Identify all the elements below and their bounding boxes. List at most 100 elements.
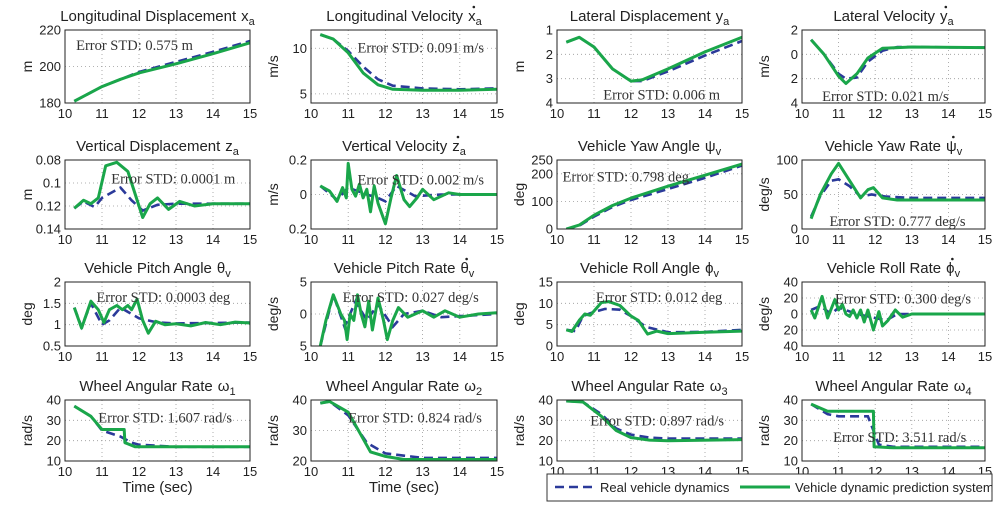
title-subscript: v [716,146,722,158]
axes-frame [801,281,986,347]
x-tick-label: 10 [304,464,318,479]
x-tick-label: 14 [453,232,467,247]
title-text: Vertical Displacement [76,138,221,155]
y-tick-label: 10 [293,41,307,56]
title-symbol: ω [218,378,230,395]
title-symbol: z [225,138,233,155]
x-axis-label: Time (sec) [122,479,192,496]
x-tick-label: 15 [243,464,257,479]
subplot-9: 10 11 12 13 14 15 0.5 1 1.5 2 Error STD: 0.0003 de… [19,260,257,364]
x-tick-label: 13 [415,232,429,247]
derivative-dot [456,135,460,139]
y-tick-label: 4 [791,96,798,111]
x-tick-label: 12 [624,106,638,121]
x-tick-label: 15 [243,232,257,247]
x-tick-label: 10 [304,232,318,247]
y-tick-label: 10 [784,454,798,469]
x-tick-label: 14 [698,349,712,364]
x-tick-label: 15 [490,232,504,247]
x-tick-label: 11 [587,232,601,247]
x-tick-label: 10 [58,106,72,121]
x-tick-label: 15 [490,106,504,121]
series-prediction-system [320,400,497,461]
title-subscript: a [460,146,467,158]
title-subscript: v [469,268,475,280]
series-prediction-system [810,402,985,450]
y-tick-label: 0 [791,47,798,62]
y-tick-label: 0 [546,339,553,354]
x-tick-label: 13 [905,232,919,247]
axes-frame [64,29,251,104]
subplot-10: 10 11 12 13 14 15 5 0 5 Error STD: 0.027 deg/s Veh… [265,257,504,364]
series-prediction-system [73,404,250,449]
y-tick-label: 0 [791,307,798,322]
x-tick-label: 11 [832,232,846,247]
subplot-4: 10 11 12 13 14 15 4 2 0 2 Error STD: 0.021 m/s Late… [756,5,992,121]
derivative-dot [465,257,468,261]
subplot-title: Wheel Angular Rate ω1 [79,378,235,398]
title-text: Lateral Displacement [570,8,712,25]
y-axis-label: m/s [265,55,281,78]
y-tick-label: 0.2 [289,153,307,168]
axes-frame [310,159,498,230]
y-tick-label: 30 [293,423,307,438]
series-prediction-system [809,161,985,220]
error-std-label: Error STD: 0.0003 deg [96,290,230,306]
series-prediction-system [318,293,497,346]
y-tick-label: 250 [531,153,553,168]
y-tick-label: 0.1 [43,176,61,191]
derivative-dot [952,135,955,139]
series-prediction-system [565,35,742,83]
y-tick-label: 220 [39,23,61,38]
y-tick-label: 10 [539,454,553,469]
title-subscript: a [233,146,240,158]
title-subscript: 4 [966,386,972,398]
title-symbol: y [940,8,948,25]
y-tick-label: 20 [784,323,798,338]
derivative-dot [951,257,954,261]
title-subscript: v [955,268,961,280]
x-tick-label: 13 [905,106,919,121]
y-tick-label: 0.5 [43,339,61,354]
x-tick-label: 14 [453,106,467,121]
y-axis-label: m [511,61,527,73]
series-real-vehicle-dynamics [809,177,985,218]
x-tick-label: 10 [550,349,564,364]
title-text: Lateral Velocity [833,8,935,25]
subplot-title: Longitudinal Displacement xa [60,8,255,28]
x-tick-label: 12 [132,106,146,121]
y-axis-label: deg/s [756,297,772,331]
title-symbol: x [241,8,249,25]
x-tick-label: 13 [415,106,429,121]
title-text: Vehicle Yaw Angle [578,138,700,155]
x-tick-label: 11 [341,464,355,479]
error-std-label: Error STD: 0.824 rad/s [348,410,482,426]
x-tick-label: 14 [206,464,220,479]
x-tick-label: 15 [978,349,992,364]
error-std-label: Error STD: 0.021 m/s [822,89,949,105]
title-symbol: ϕ [946,260,954,277]
x-tick-label: 15 [243,106,257,121]
y-tick-label: 40 [293,393,307,408]
error-std-label: Error STD: 0.091 m/s [358,40,485,56]
axes-frame [64,281,251,347]
y-tick-label: 40 [784,275,798,290]
y-tick-label: 40 [539,393,553,408]
y-tick-label: 20 [784,291,798,306]
y-axis-label: m/s [265,183,281,206]
x-tick-label: 10 [795,232,809,247]
subplot-5: 10 11 12 13 14 15 0.08 0.1 0.12 0.14 Error STD: 0.… [19,138,257,247]
x-tick-label: 12 [132,349,146,364]
title-text: Vehicle Roll Rate [827,260,941,277]
subplot-title: Wheel Angular Rate ω4 [815,378,971,398]
x-tick-label: 13 [169,232,183,247]
y-tick-label: 2 [54,275,61,290]
error-std-label: Error STD: 0.798 deg [563,169,689,185]
x-tick-label: 12 [378,464,392,479]
subplot-title: Longitudinal Velocity xa [326,8,482,28]
x-tick-label: 14 [453,349,467,364]
x-tick-label: 15 [735,349,749,364]
error-std-label: Error STD: 0.012 deg [596,290,722,306]
